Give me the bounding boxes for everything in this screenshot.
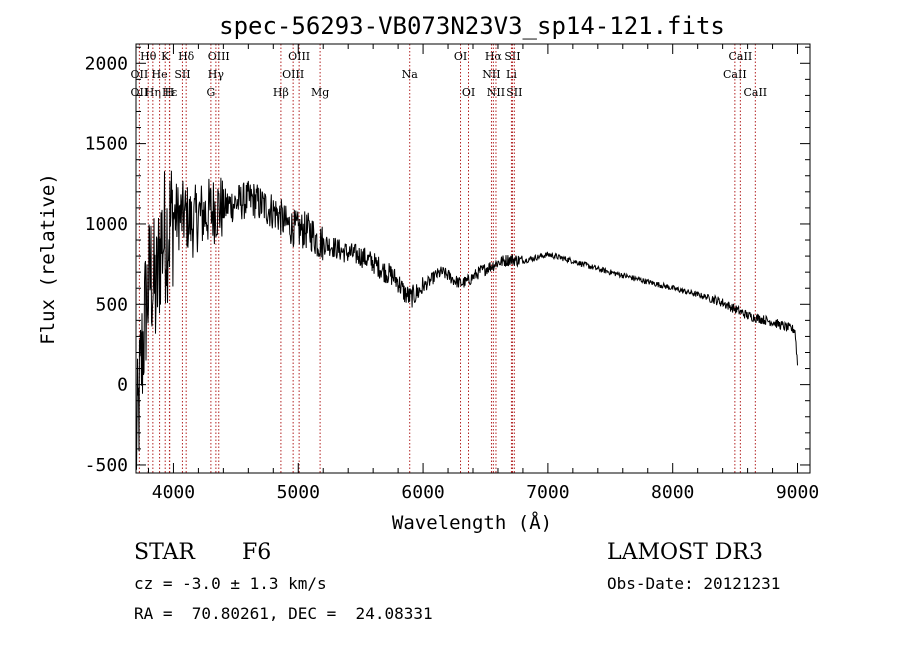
plot-frame: [135, 43, 811, 474]
x-tick-label-4000: 4000: [152, 482, 195, 503]
line-label-2: OII: [131, 86, 149, 99]
line-label-20: Hα: [485, 50, 503, 63]
line-label-28: CaII: [743, 86, 767, 99]
y-tick-label-1500: 1500: [85, 134, 128, 155]
spectrum-line: [135, 170, 798, 470]
line-label-26: CaII: [729, 50, 753, 63]
x-axis-label: Wavelength (Å): [392, 511, 552, 534]
ra-dec-coordinates: RA = 70.80261, DEC = 24.08331: [134, 604, 433, 623]
line-label-22: NII: [482, 68, 500, 81]
axis-ticks: 4000 5000 6000 7000 8000 9000 -500 0 500 1000 1500…: [85, 44, 819, 503]
line-label-10: OIII: [208, 50, 230, 63]
line-label-27: CaII: [723, 68, 747, 81]
line-label-1: OII: [131, 68, 149, 81]
line-label-6: K: [161, 50, 170, 63]
line-label-3: Hε: [162, 86, 178, 99]
line-label-0: Hθ: [140, 50, 157, 63]
line-label-17: Na: [402, 68, 419, 81]
redshift-cz: cz = -3.0 ± 1.3 km/s: [134, 574, 327, 593]
x-tick-label-8000: 8000: [651, 482, 694, 503]
line-label-5: He: [152, 68, 168, 81]
line-label-19: OI: [462, 86, 475, 99]
y-tick-label-1000: 1000: [85, 214, 128, 235]
line-label-13: OIII: [288, 50, 310, 63]
spectrum-series: [135, 170, 798, 470]
line-label-12: G: [206, 86, 215, 99]
line-label-21: SII: [504, 50, 520, 63]
x-tick-label-9000: 9000: [776, 482, 819, 503]
x-tick-label-5000: 5000: [277, 482, 320, 503]
y-tick-label-2000: 2000: [85, 53, 128, 74]
line-label-24: NII: [487, 86, 505, 99]
x-tick-label-6000: 6000: [401, 482, 444, 503]
line-label-16: Mg: [311, 86, 329, 99]
chart-title: spec-56293-VB073N23V3_sp14-121.fits: [219, 12, 725, 40]
y-tick-label--500: -500: [85, 455, 128, 476]
line-label-15: Hβ: [273, 86, 289, 99]
line-label-14: OIII: [282, 68, 304, 81]
line-label-11: Hγ: [208, 68, 225, 81]
survey-name: LAMOST DR3: [607, 540, 763, 565]
observation-date: Obs-Date: 20121231: [607, 574, 781, 593]
line-label-7: H: [165, 86, 175, 99]
y-tick-label-500: 500: [95, 294, 128, 315]
line-label-9: Hδ: [178, 50, 195, 63]
line-label-8: SII: [174, 68, 190, 81]
line-label-25: SII: [506, 86, 522, 99]
y-tick-label-0: 0: [117, 375, 128, 396]
object-class: STAR: [134, 540, 195, 565]
line-label-18: OI: [454, 50, 467, 63]
line-label-23: Li: [506, 68, 517, 81]
object-subclass: F6: [242, 540, 272, 565]
line-label-4: Hη: [145, 86, 161, 99]
y-axis-label: Flux (relative): [37, 173, 59, 345]
x-tick-label-7000: 7000: [526, 482, 569, 503]
